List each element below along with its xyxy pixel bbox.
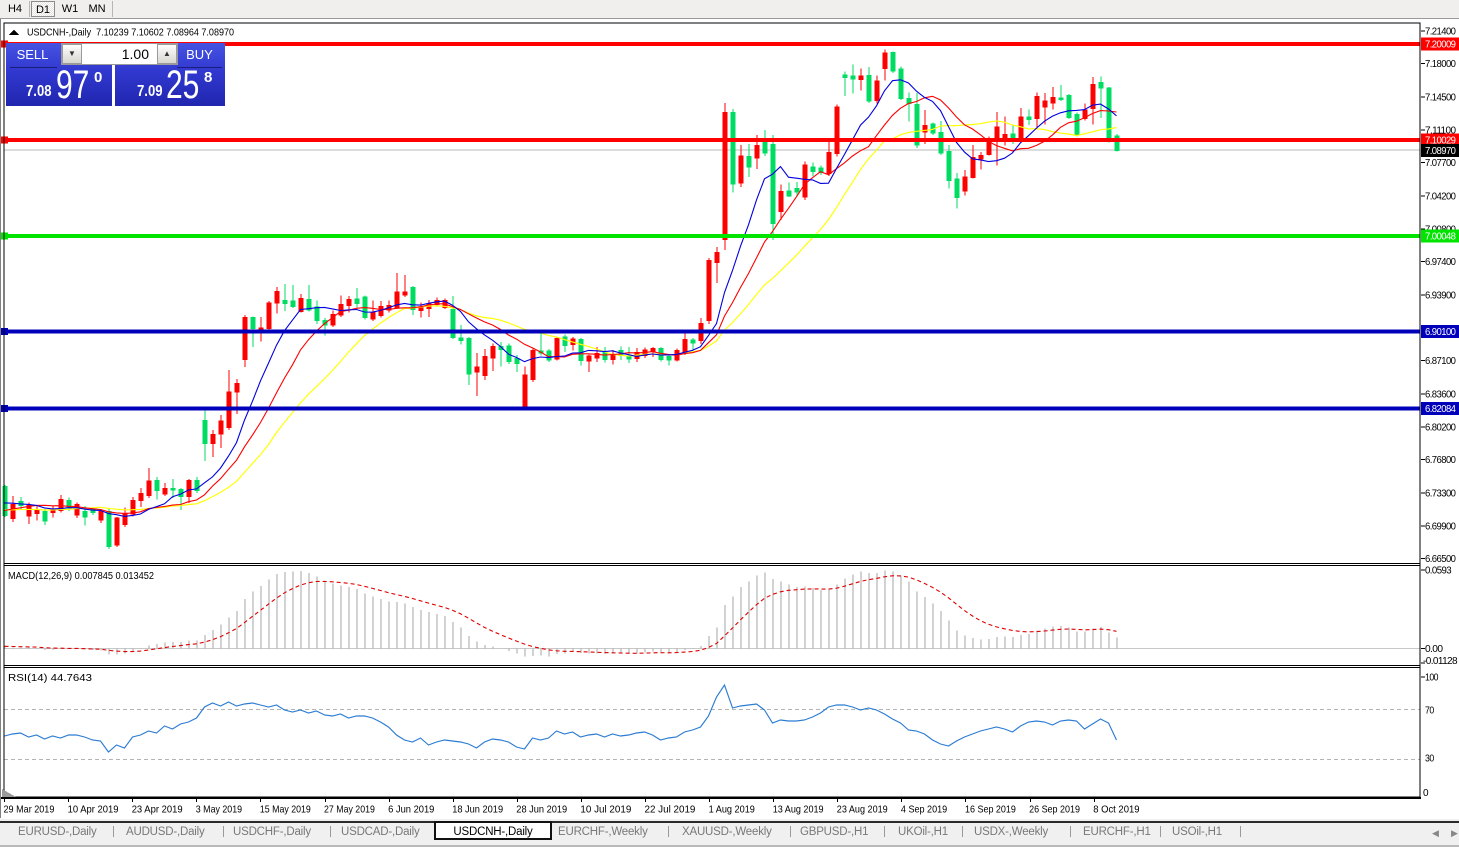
svg-text:7.11100: 7.11100 — [1425, 125, 1456, 136]
svg-text:8 Oct 2019: 8 Oct 2019 — [1093, 804, 1139, 816]
svg-text:7.10029: 7.10029 — [1425, 135, 1456, 146]
svg-text:3 May 2019: 3 May 2019 — [196, 804, 242, 816]
svg-text:15 May 2019: 15 May 2019 — [260, 804, 311, 816]
svg-text:0: 0 — [1423, 788, 1429, 799]
svg-text:7.14500: 7.14500 — [1425, 93, 1456, 104]
svg-text:7.21400: 7.21400 — [1425, 27, 1456, 38]
svg-text:13 Aug 2019: 13 Aug 2019 — [773, 804, 824, 816]
svg-text:USDCNH-,Daily 7.10239 7.10602: USDCNH-,Daily 7.10239 7.10602 7.08964 7.… — [27, 27, 234, 39]
svg-text:6.93900: 6.93900 — [1425, 291, 1456, 302]
svg-text:29 Mar 2019: 29 Mar 2019 — [4, 804, 55, 816]
svg-text:28 Jun 2019: 28 Jun 2019 — [516, 804, 567, 816]
svg-text:18 Jun 2019: 18 Jun 2019 — [452, 804, 503, 816]
svg-text:6.69900: 6.69900 — [1425, 521, 1456, 532]
svg-text:7.00048: 7.00048 — [1425, 231, 1456, 242]
svg-text:70: 70 — [1425, 706, 1435, 717]
svg-text:1 Aug 2019: 1 Aug 2019 — [709, 804, 755, 816]
svg-text:6.76800: 6.76800 — [1425, 455, 1456, 466]
svg-text:23 Apr 2019: 23 Apr 2019 — [132, 804, 183, 816]
svg-text:100: 100 — [1425, 673, 1439, 684]
svg-text:6.73300: 6.73300 — [1425, 489, 1456, 500]
svg-text:7.07700: 7.07700 — [1425, 158, 1456, 169]
svg-text:30: 30 — [1425, 754, 1435, 765]
svg-text:6.83600: 6.83600 — [1425, 390, 1456, 401]
svg-text:7.08970: 7.08970 — [1425, 146, 1456, 157]
svg-text:4 Sep 2019: 4 Sep 2019 — [901, 804, 947, 816]
svg-text:22 Jul 2019: 22 Jul 2019 — [645, 804, 696, 816]
svg-text:27 May 2019: 27 May 2019 — [324, 804, 375, 816]
svg-text:23 Aug 2019: 23 Aug 2019 — [837, 804, 888, 816]
svg-text:6.90100: 6.90100 — [1425, 327, 1456, 338]
svg-text:6.87100: 6.87100 — [1425, 356, 1456, 367]
svg-text:6.66500: 6.66500 — [1425, 554, 1456, 565]
svg-text:0.0593: 0.0593 — [1425, 566, 1452, 577]
svg-text:16 Sep 2019: 16 Sep 2019 — [965, 804, 1016, 816]
svg-text:10 Apr 2019: 10 Apr 2019 — [68, 804, 119, 816]
svg-text:7.20009: 7.20009 — [1425, 39, 1456, 50]
svg-text:6 Jun 2019: 6 Jun 2019 — [388, 804, 434, 816]
svg-text:6.80200: 6.80200 — [1425, 422, 1456, 433]
svg-text:0.00: 0.00 — [1425, 644, 1443, 655]
svg-text:7.18000: 7.18000 — [1425, 59, 1456, 70]
svg-text:6.82084: 6.82084 — [1425, 404, 1456, 415]
svg-text:6.97400: 6.97400 — [1425, 257, 1456, 268]
svg-text:RSI(14) 44.7643: RSI(14) 44.7643 — [8, 673, 92, 684]
svg-text:MACD(12,26,9) 0.007845 0.01345: MACD(12,26,9) 0.007845 0.013452 — [8, 571, 154, 582]
svg-text:10 Jul 2019: 10 Jul 2019 — [580, 804, 631, 816]
svg-text:-0.01128: -0.01128 — [1423, 656, 1458, 667]
svg-text:26 Sep 2019: 26 Sep 2019 — [1029, 804, 1080, 816]
svg-text:7.04200: 7.04200 — [1425, 192, 1456, 203]
